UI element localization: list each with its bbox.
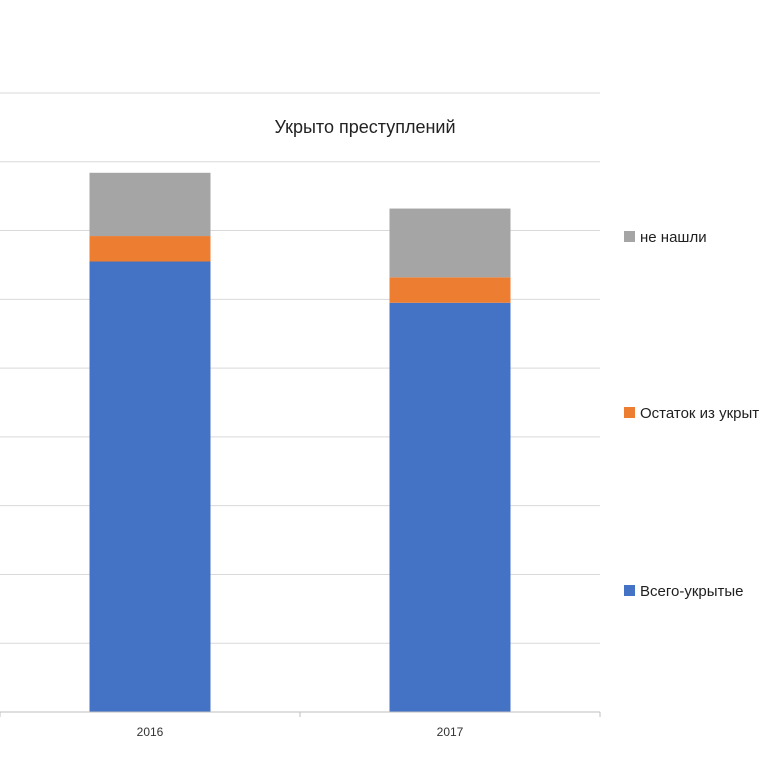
chart-title: Укрыто преступлений bbox=[274, 117, 455, 137]
legend-swatch bbox=[624, 585, 635, 596]
x-axis: 2016 2017 bbox=[0, 711, 601, 739]
legend-label: не нашли bbox=[640, 229, 707, 246]
bars bbox=[89, 172, 511, 712]
bar-segment-2016-series-2 bbox=[89, 172, 211, 237]
bar-segment-2017-series-1 bbox=[389, 277, 511, 303]
legend-swatch bbox=[624, 231, 635, 242]
bar-segment-2016-series-1 bbox=[89, 236, 211, 262]
legend: не нашли Остаток из укрыт Всего-укрытые bbox=[624, 229, 759, 600]
x-tick-label: 2017 bbox=[437, 725, 464, 739]
legend-label: Всего-укрытые bbox=[640, 583, 744, 600]
legend-swatch bbox=[624, 407, 635, 418]
bar-segment-2017-series-0 bbox=[389, 302, 511, 712]
bar-segment-2017-series-2 bbox=[389, 208, 511, 278]
bar-segment-2016-series-0 bbox=[89, 261, 211, 712]
legend-label: Остаток из укрыт bbox=[640, 405, 759, 422]
x-tick-label: 2016 bbox=[137, 725, 164, 739]
